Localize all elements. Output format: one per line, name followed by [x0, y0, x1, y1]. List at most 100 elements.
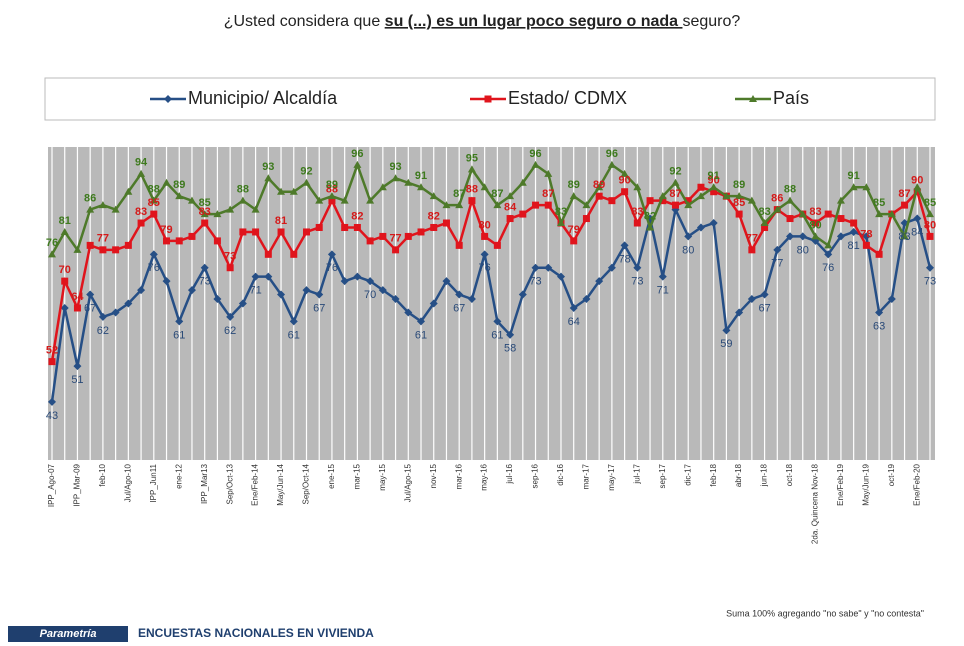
point — [595, 277, 604, 286]
point — [621, 188, 629, 196]
point — [620, 241, 629, 250]
legend-label: País — [773, 88, 809, 108]
point — [493, 201, 502, 209]
point — [353, 272, 362, 281]
point — [98, 312, 107, 321]
point — [124, 241, 132, 249]
data-label: 85 — [924, 197, 936, 209]
data-label: 61 — [491, 329, 503, 341]
point — [226, 312, 235, 321]
point — [442, 219, 450, 227]
data-label: 61 — [415, 329, 427, 341]
data-label: 71 — [249, 285, 261, 297]
data-label: 85 — [199, 197, 211, 209]
point — [86, 241, 94, 249]
data-label: 73 — [199, 276, 211, 288]
point — [251, 272, 260, 281]
point — [811, 232, 820, 240]
point — [213, 237, 221, 245]
point — [798, 210, 807, 218]
data-label: 84 — [504, 201, 517, 213]
point — [149, 250, 158, 259]
x-tick-label: may-17 — [607, 463, 616, 490]
x-tick-label: Ene/Feb-14 — [251, 463, 260, 505]
point — [684, 201, 693, 209]
data-label: 76 — [46, 237, 58, 249]
data-label: 95 — [466, 152, 478, 164]
point — [340, 196, 349, 204]
point — [149, 196, 158, 204]
point — [697, 183, 705, 191]
point — [200, 210, 209, 218]
data-label: 61 — [288, 329, 300, 341]
point — [760, 290, 769, 299]
data-label: 96 — [606, 148, 618, 160]
point — [836, 232, 845, 241]
x-tick-label: IPP_Mar-09 — [73, 463, 82, 506]
data-label: 91 — [708, 170, 720, 182]
point — [430, 223, 438, 231]
point — [111, 308, 120, 317]
point — [875, 250, 883, 258]
x-tick-label: 2da. Quincena Nov-18 — [811, 463, 820, 544]
data-label: 71 — [657, 285, 669, 297]
point — [73, 245, 82, 253]
point — [850, 219, 858, 227]
point — [73, 362, 82, 371]
point — [442, 201, 451, 209]
data-label: 81 — [848, 240, 860, 252]
data-label: 80 — [682, 244, 694, 256]
point — [99, 246, 107, 254]
point — [238, 196, 247, 204]
point — [824, 250, 833, 259]
data-label: 89 — [733, 179, 745, 191]
point — [862, 183, 871, 191]
point — [162, 277, 171, 286]
data-label: 89 — [173, 179, 185, 191]
point — [48, 397, 56, 406]
data-label: 59 — [720, 338, 732, 350]
point — [569, 303, 578, 312]
x-tick-label: IPP_Jun11 — [149, 463, 158, 502]
point — [824, 210, 832, 218]
point — [607, 160, 616, 168]
point — [900, 232, 909, 240]
point — [200, 263, 209, 272]
data-label: 83 — [199, 206, 211, 218]
data-label: 79 — [160, 224, 172, 236]
point — [467, 165, 476, 173]
data-label: 89 — [326, 179, 338, 191]
data-label: 77 — [771, 258, 783, 270]
legend-marker — [484, 95, 492, 103]
point — [213, 210, 222, 218]
data-label: 67 — [758, 302, 770, 314]
chart-title: ¿Usted considera que su (...) es un luga… — [224, 13, 741, 30]
point — [378, 286, 387, 295]
x-tick-label: mar-16 — [454, 463, 463, 489]
data-label: 87 — [898, 188, 910, 200]
point — [60, 303, 69, 312]
point — [569, 192, 578, 200]
point — [544, 201, 552, 209]
point — [811, 219, 819, 227]
legend-marker — [164, 95, 172, 103]
data-label: 83 — [758, 206, 770, 218]
point — [849, 227, 858, 236]
point — [849, 183, 858, 191]
point — [150, 210, 158, 218]
data-label: 67 — [453, 302, 465, 314]
point — [633, 183, 642, 191]
point — [277, 228, 285, 236]
point — [722, 326, 731, 335]
point — [277, 290, 286, 299]
point — [417, 183, 426, 191]
data-label: 91 — [848, 170, 860, 182]
point — [887, 295, 896, 304]
data-label: 88 — [784, 184, 796, 196]
point — [684, 197, 692, 205]
x-tick-label: May/Jun-14 — [276, 463, 285, 505]
point — [442, 277, 451, 286]
point — [544, 263, 553, 272]
point — [480, 183, 489, 191]
point — [506, 192, 515, 200]
